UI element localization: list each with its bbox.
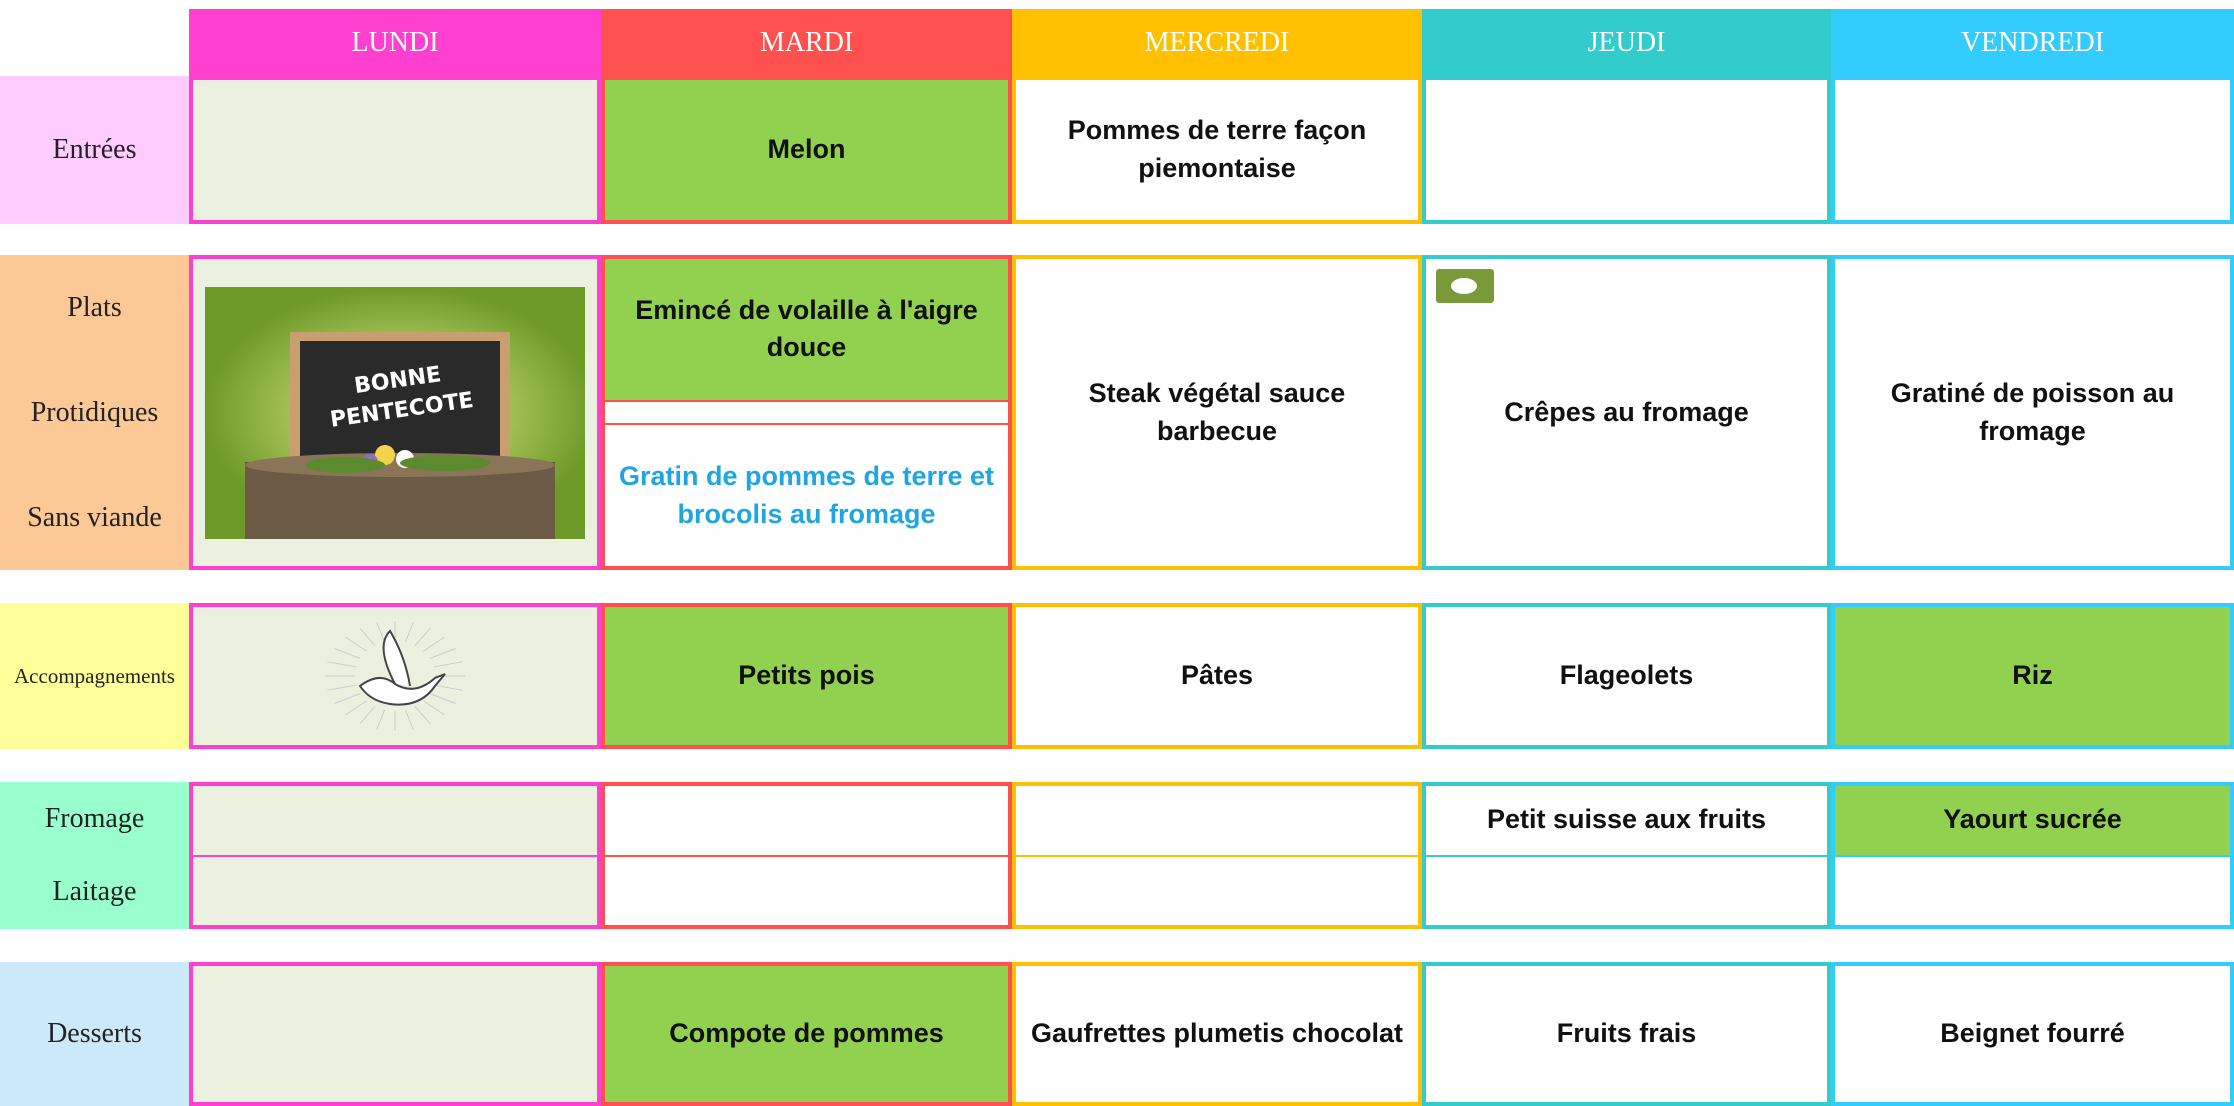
- cell-part: [605, 854, 1008, 925]
- dish-name: Pommes de terre façon piemontaise: [1067, 115, 1367, 183]
- cell-part: [193, 786, 597, 855]
- cell-part: [193, 607, 597, 745]
- cell-part: [1016, 786, 1418, 855]
- row-label-line: Desserts: [47, 1018, 142, 1049]
- dish-name: Fruits frais: [1556, 1018, 1697, 1049]
- cell-part: Melon: [605, 80, 1008, 220]
- cell-part: Beignet fourré: [1835, 966, 2230, 1102]
- dish-name: Petit suisse aux fruits: [1486, 804, 1767, 835]
- menu-cell: Fruits frais: [1422, 962, 1831, 1106]
- menu-cell: Steak végétal sauce barbecue: [1012, 255, 1422, 570]
- menu-cell: Gaufrettes plumetis chocolat: [1012, 962, 1422, 1106]
- cell-part: Gratiné de poisson au fromage: [1835, 259, 2230, 566]
- menu-cell: [1831, 76, 2234, 224]
- cell-part: Gratin de pommes de terre et brocolis au…: [605, 423, 1008, 566]
- dish-icon-shape: [1451, 278, 1477, 294]
- cell-part: [1016, 854, 1418, 925]
- cell-part: Flageolets: [1426, 607, 1827, 745]
- menu-cell: Gratiné de poisson au fromage: [1831, 255, 2234, 570]
- row-label: Entrées: [0, 76, 189, 224]
- cell-part: [1835, 80, 2230, 220]
- menu-cell: [1422, 76, 1831, 224]
- menu-cell: [189, 603, 601, 749]
- menu-cell: Yaourt sucrée: [1831, 782, 2234, 929]
- cell-part: BONNE PENTECOTE: [193, 259, 597, 566]
- menu-cell: [189, 782, 601, 929]
- row-label-line: Accompagnements: [14, 663, 175, 688]
- cell-part: Gaufrettes plumetis chocolat: [1016, 966, 1418, 1102]
- day-header: MARDI: [601, 9, 1012, 76]
- dish-name: Riz: [2012, 660, 2053, 691]
- cell-part: Petit suisse aux fruits: [1426, 786, 1827, 855]
- day-header: MERCREDI: [1012, 9, 1422, 76]
- cell-part: Steak végétal sauce barbecue: [1016, 259, 1418, 566]
- row-label-line: Fromage: [44, 802, 145, 834]
- dish-name: Gaufrettes plumetis chocolat: [1030, 1018, 1404, 1049]
- dish-name: Steak végétal sauce barbecue: [1088, 377, 1346, 446]
- cell-part: Petits pois: [605, 607, 1008, 745]
- dish-name: Melon: [767, 134, 846, 165]
- day-header: JEUDI: [1422, 9, 1831, 76]
- cell-part: [605, 786, 1008, 855]
- row-label: Accompagnements: [0, 603, 189, 749]
- dish-name: Crêpes au fromage: [1504, 396, 1749, 427]
- menu-cell: Melon: [601, 76, 1012, 224]
- menu-cell: Petits pois: [601, 603, 1012, 749]
- cell-part: Pâtes: [1016, 607, 1418, 745]
- cell-part: [193, 966, 597, 1102]
- cell-part: Yaourt sucrée: [1835, 786, 2230, 855]
- menu-cell: Flageolets: [1422, 603, 1831, 749]
- menu-cell: [1012, 782, 1422, 929]
- menu-cell: [189, 962, 601, 1106]
- row-label-line: Sans viande: [27, 501, 162, 533]
- cell-part: [605, 399, 1008, 424]
- menu-cell: Pâtes: [1012, 603, 1422, 749]
- cell-part: [1426, 80, 1827, 220]
- menu-cell: Beignet fourré: [1831, 962, 2234, 1106]
- dish-name: Flageolets: [1559, 660, 1694, 691]
- row-label-line: Laitage: [52, 876, 137, 908]
- day-header: VENDREDI: [1831, 9, 2234, 76]
- menu-cell: Riz: [1831, 603, 2234, 749]
- menu-cell: [189, 76, 601, 224]
- menu-cell: Crêpes au fromage: [1422, 255, 1831, 570]
- cell-part: [193, 80, 597, 220]
- row-label-line: Protidiques: [30, 396, 159, 428]
- menu-cell: Compote de pommes: [601, 962, 1012, 1106]
- dish-icon: [1436, 269, 1494, 303]
- dish-name: Gratin de pommes de terre et brocolis au…: [618, 460, 995, 529]
- cell-part: Pommes de terre façon piemontaise: [1016, 80, 1418, 220]
- dish-name: Beignet fourré: [1940, 1018, 2125, 1049]
- menu-cell: Petit suisse aux fruits: [1422, 782, 1831, 929]
- dish-name: Pâtes: [1180, 660, 1254, 691]
- dish-name: Emincé de volaille à l'aigre douce: [635, 294, 978, 363]
- cell-part: Crêpes au fromage: [1426, 259, 1827, 566]
- cell-part: [1426, 854, 1827, 925]
- menu-cell: Emincé de volaille à l'aigre douce Gratin…: [601, 255, 1012, 570]
- dish-name: Compote de pommes: [669, 1018, 944, 1049]
- dish-name: Petits pois: [738, 660, 875, 691]
- row-label: Fromage Laitage: [0, 782, 189, 929]
- dish-name: Gratiné de poisson au fromage: [1890, 377, 2175, 446]
- row-label-line: Entrées: [52, 134, 137, 165]
- row-label: Desserts: [0, 962, 189, 1106]
- row-label: Plats Protidiques Sans viande: [0, 255, 189, 570]
- dish-name: Yaourt sucrée: [1943, 804, 2122, 835]
- cell-part: Fruits frais: [1426, 966, 1827, 1102]
- dove-image: [325, 621, 465, 731]
- row-label-line: Plats: [67, 291, 122, 323]
- cell-part: Compote de pommes: [605, 966, 1008, 1102]
- cell-part: Emincé de volaille à l'aigre douce: [605, 259, 1008, 400]
- cell-part: Riz: [1835, 607, 2230, 745]
- menu-cell: Pommes de terre façon piemontaise: [1012, 76, 1422, 224]
- cell-part: [1835, 854, 2230, 925]
- cell-part: [193, 854, 597, 925]
- menu-cell: [601, 782, 1012, 929]
- menu-cell: BONNE PENTECOTE: [189, 255, 601, 570]
- day-header: LUNDI: [189, 9, 601, 76]
